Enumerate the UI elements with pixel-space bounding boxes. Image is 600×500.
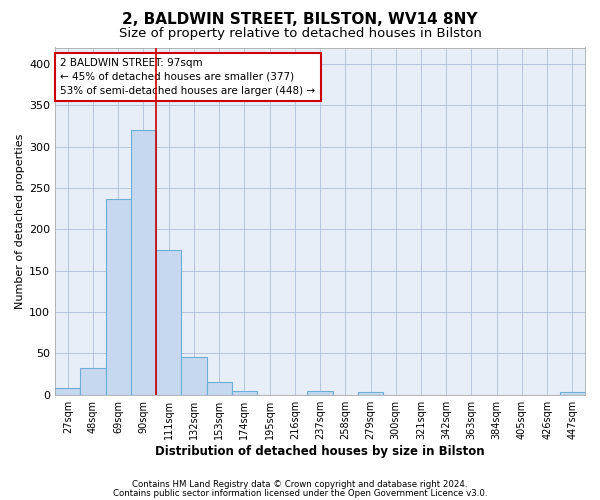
X-axis label: Distribution of detached houses by size in Bilston: Distribution of detached houses by size … xyxy=(155,444,485,458)
Text: 2, BALDWIN STREET, BILSTON, WV14 8NY: 2, BALDWIN STREET, BILSTON, WV14 8NY xyxy=(122,12,478,28)
Text: Size of property relative to detached houses in Bilston: Size of property relative to detached ho… xyxy=(119,28,481,40)
Bar xyxy=(560,392,585,394)
Text: Contains HM Land Registry data © Crown copyright and database right 2024.: Contains HM Land Registry data © Crown c… xyxy=(132,480,468,489)
Bar xyxy=(358,392,383,394)
Bar xyxy=(55,388,80,394)
Bar xyxy=(106,199,131,394)
Y-axis label: Number of detached properties: Number of detached properties xyxy=(15,134,25,309)
Bar xyxy=(131,130,156,394)
Bar xyxy=(156,250,181,394)
Text: 2 BALDWIN STREET: 97sqm
← 45% of detached houses are smaller (377)
53% of semi-d: 2 BALDWIN STREET: 97sqm ← 45% of detache… xyxy=(61,58,316,96)
Bar xyxy=(307,390,332,394)
Bar xyxy=(206,382,232,394)
Text: Contains public sector information licensed under the Open Government Licence v3: Contains public sector information licen… xyxy=(113,488,487,498)
Bar xyxy=(232,390,257,394)
Bar xyxy=(181,356,206,395)
Bar xyxy=(80,368,106,394)
